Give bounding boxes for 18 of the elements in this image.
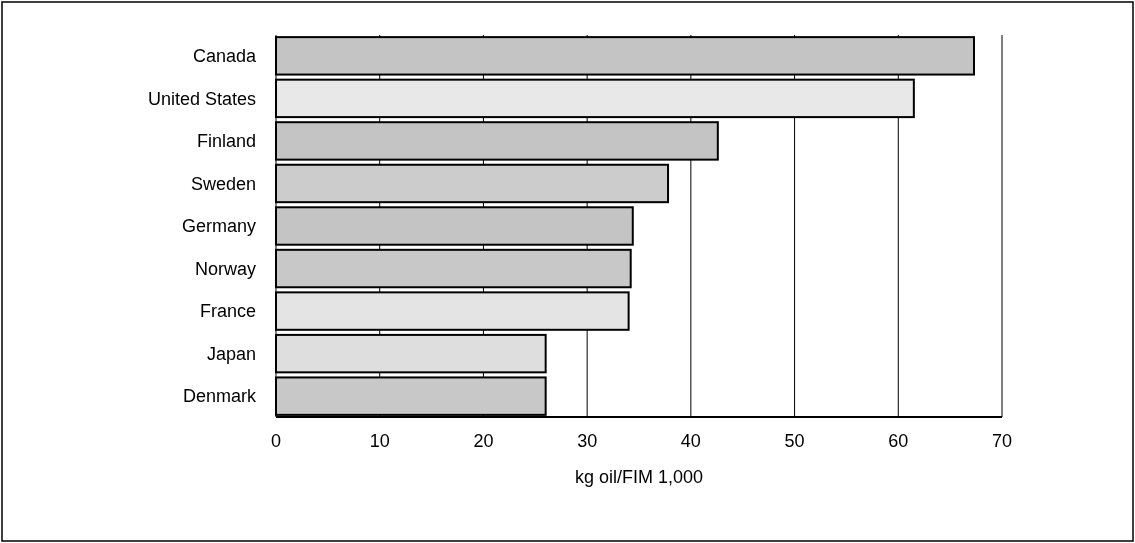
x-tick-label: 40: [680, 431, 701, 451]
x-axis-title: kg oil/FIM 1,000: [574, 467, 704, 487]
y-tick-label: Canada: [192, 46, 257, 67]
y-tick-label: United States: [147, 88, 256, 109]
y-tick-label: Norway: [194, 258, 256, 279]
x-tick-label: 30: [577, 431, 598, 451]
y-tick-label: Germany: [181, 216, 256, 237]
x-tick-label: 10: [369, 431, 390, 451]
x-tick-label: 50: [784, 431, 805, 451]
x-tick-label: 70: [991, 431, 1013, 451]
x-tick-label: 0: [270, 431, 282, 451]
y-tick-label: Japan: [206, 343, 256, 364]
y-tick-label: Sweden: [190, 173, 256, 194]
x-tick-label: 60: [888, 431, 909, 451]
y-tick-label: Finland: [196, 131, 256, 152]
y-tick-label: Denmark: [182, 386, 257, 407]
x-tick-label: 20: [473, 431, 494, 451]
y-tick-label: France: [199, 301, 256, 322]
